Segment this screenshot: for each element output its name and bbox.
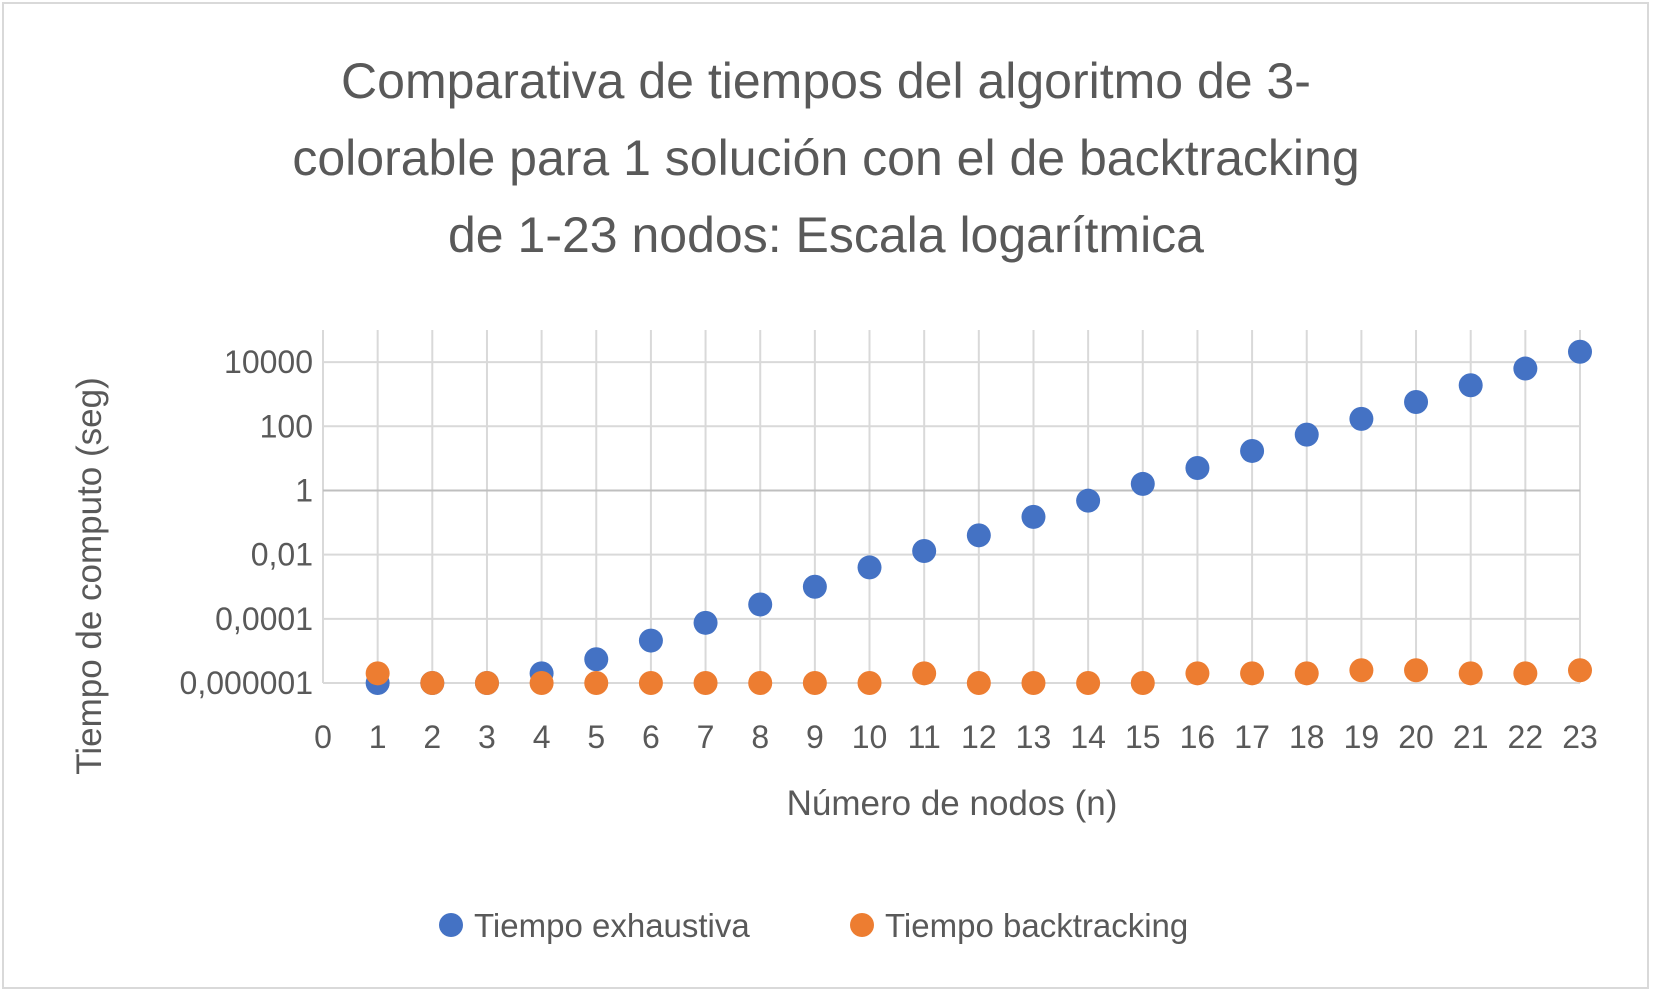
- gridlines: [322, 330, 1581, 684]
- x-tick-label: 11: [908, 719, 941, 755]
- data-point: [802, 671, 827, 695]
- y-tick-label: 0,0001: [215, 601, 313, 637]
- data-point: [584, 671, 609, 695]
- data-point: [966, 671, 991, 695]
- data-point: [912, 661, 937, 686]
- legend-label: Tiempo exhaustiva: [474, 907, 750, 944]
- data-point: [529, 671, 554, 695]
- data-point: [474, 671, 499, 695]
- data-point: [1294, 422, 1319, 447]
- data-point: [1458, 373, 1483, 398]
- x-tick-label: 8: [751, 719, 769, 755]
- legend-label: Tiempo backtracking: [885, 907, 1188, 944]
- x-tick-label: 15: [1125, 719, 1161, 755]
- x-tick-label: 12: [961, 719, 997, 755]
- x-tick-label: 0: [314, 719, 332, 755]
- data-point: [1076, 671, 1101, 695]
- y-tick-label: 0,01: [251, 537, 313, 573]
- data-point: [638, 628, 663, 653]
- data-point: [693, 610, 718, 635]
- x-tick-label: 17: [1234, 719, 1270, 755]
- data-point: [1185, 456, 1210, 481]
- data-point: [1185, 661, 1210, 686]
- y-tick-label: 10000: [224, 344, 313, 380]
- legend-item: Tiempo backtracking: [850, 907, 1188, 944]
- chart-title-line-2: colorable para 1 solución con el de back…: [292, 130, 1359, 186]
- legend-marker: [850, 913, 874, 937]
- data-point: [1349, 658, 1374, 683]
- x-tick-label: 5: [587, 719, 605, 755]
- x-tick-label: 23: [1562, 719, 1598, 755]
- legend-item: Tiempo exhaustiva: [439, 907, 750, 944]
- chart-title-line-1: Comparativa de tiempos del algoritmo de …: [341, 53, 1311, 109]
- data-point: [748, 592, 773, 617]
- data-point: [1349, 406, 1374, 431]
- x-tick-label: 18: [1289, 719, 1325, 755]
- chart-title: Comparativa de tiempos del algoritmo de …: [292, 53, 1359, 263]
- data-point: [1294, 661, 1319, 686]
- data-point: [638, 671, 663, 695]
- data-point: [802, 574, 827, 599]
- y-tick-label: 0,000001: [180, 665, 313, 701]
- x-axis-title: Número de nodos (n): [787, 784, 1118, 823]
- data-point: [1404, 658, 1429, 683]
- x-tick-label: 3: [478, 719, 496, 755]
- data-point: [1568, 339, 1592, 364]
- data-point: [857, 555, 882, 580]
- data-point: [584, 647, 609, 672]
- x-tick-label: 20: [1398, 719, 1434, 755]
- data-point: [365, 661, 390, 686]
- x-tick-label: 6: [642, 719, 660, 755]
- data-point: [912, 538, 937, 563]
- x-tick-label: 21: [1453, 719, 1489, 755]
- data-point: [1021, 504, 1046, 529]
- legend-marker: [439, 913, 463, 937]
- x-tick-label: 7: [697, 719, 715, 755]
- data-points: [365, 339, 1592, 695]
- x-tick-label: 16: [1180, 719, 1216, 755]
- data-point: [1513, 356, 1538, 381]
- chart-title-line-3: de 1-23 nodos: Escala logarítmica: [448, 207, 1204, 263]
- data-point: [1458, 661, 1483, 686]
- data-point: [693, 671, 718, 695]
- data-point: [1021, 671, 1046, 695]
- y-axis-tick-labels: 0,000001 0,0001 0,01 1 100 10000: [180, 344, 313, 701]
- y-tick-label: 100: [260, 408, 313, 444]
- data-point: [1240, 438, 1265, 463]
- x-axis-tick-labels: 0 1 2 3 4 5 6 7 8 9 10 11 12 13 14 15 16 17 18 19 20 21 22 23: [314, 719, 1598, 755]
- x-tick-label: 9: [806, 719, 824, 755]
- series-backtracking: [365, 658, 1592, 695]
- data-point: [1568, 658, 1592, 683]
- data-point: [748, 671, 773, 695]
- x-tick-label: 14: [1070, 719, 1106, 755]
- data-point: [1240, 661, 1265, 686]
- data-point: [966, 523, 991, 548]
- data-point: [857, 671, 882, 695]
- data-point: [1076, 488, 1101, 513]
- y-axis-title: Tiempo de computo (seg): [70, 377, 109, 775]
- x-tick-label: 10: [852, 719, 888, 755]
- x-tick-label: 1: [369, 719, 387, 755]
- data-point: [420, 671, 445, 695]
- data-point: [1130, 471, 1155, 496]
- x-tick-label: 2: [423, 719, 441, 755]
- x-tick-label: 22: [1508, 719, 1544, 755]
- data-point: [1404, 390, 1429, 415]
- y-tick-label: 1: [295, 472, 313, 508]
- x-tick-label: 13: [1016, 719, 1052, 755]
- x-tick-label: 4: [533, 719, 551, 755]
- data-point: [1513, 661, 1538, 686]
- x-tick-label: 19: [1344, 719, 1380, 755]
- data-point: [1130, 671, 1155, 695]
- legend: Tiempo exhaustiva Tiempo backtracking: [439, 907, 1188, 944]
